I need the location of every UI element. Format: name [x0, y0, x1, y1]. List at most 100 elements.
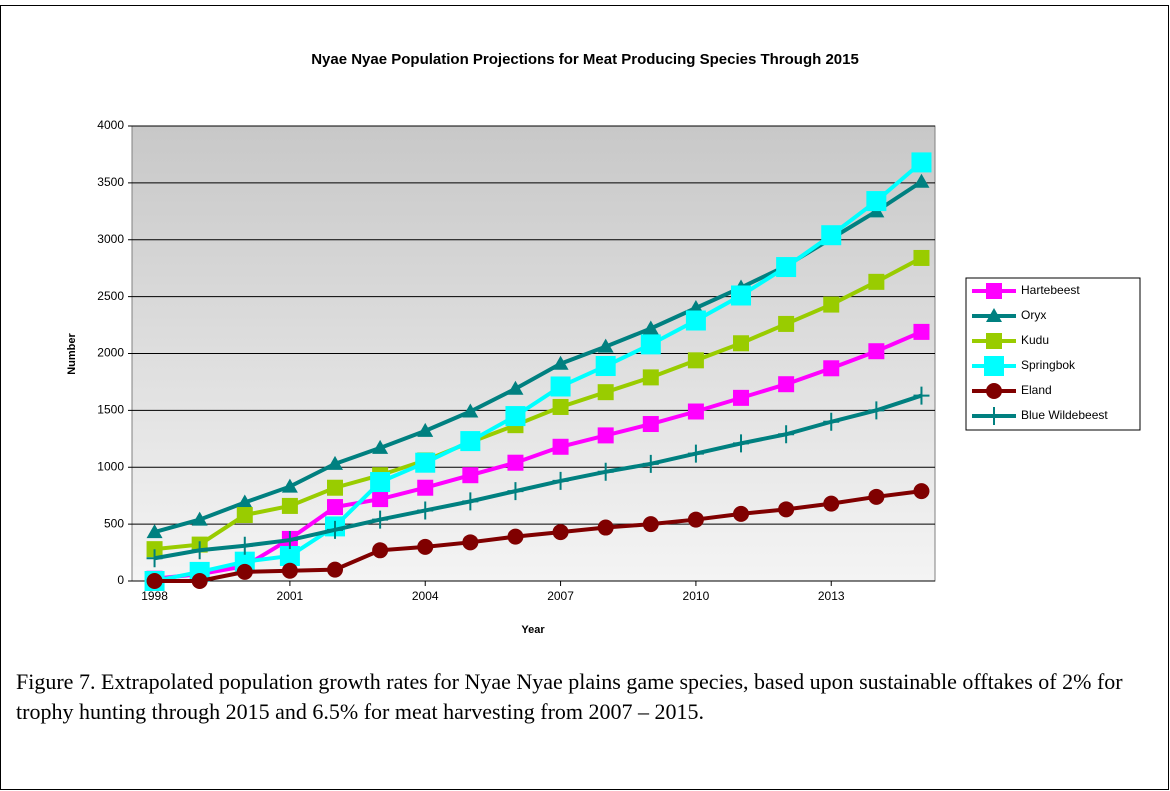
marker [986, 283, 1002, 299]
y-tick-label: 2000 [97, 346, 124, 360]
marker [372, 542, 389, 559]
x-tick-label: 2013 [818, 589, 845, 603]
marker [642, 516, 659, 533]
marker [281, 562, 298, 579]
marker [191, 573, 208, 589]
marker [462, 467, 479, 484]
y-tick-label: 3000 [97, 232, 124, 246]
x-tick-label: 2001 [277, 589, 304, 603]
y-tick-label: 500 [104, 516, 124, 530]
legend-label: Eland [1021, 383, 1052, 397]
marker [146, 549, 163, 568]
y-tick-label: 0 [117, 573, 124, 587]
marker [776, 257, 797, 278]
marker [327, 561, 344, 578]
marker [778, 376, 795, 393]
marker [733, 434, 750, 453]
marker [986, 333, 1002, 349]
marker [372, 439, 389, 454]
marker [415, 452, 436, 473]
marker [597, 338, 614, 353]
marker [597, 462, 614, 481]
x-axis-label: Year [521, 624, 545, 636]
caption: Figure 7. Extrapolated population growth… [16, 669, 1123, 724]
marker [778, 501, 795, 518]
marker [462, 403, 479, 418]
marker [642, 369, 659, 386]
marker [236, 494, 253, 509]
marker [642, 416, 659, 433]
marker [685, 310, 706, 331]
marker [868, 488, 885, 505]
marker [507, 528, 524, 545]
y-tick-label: 1500 [97, 403, 124, 417]
marker [417, 538, 434, 555]
y-axis-label: Number [66, 333, 78, 375]
marker [417, 501, 434, 520]
legend-label: Hartebeest [1021, 283, 1080, 297]
marker [146, 573, 163, 589]
marker [372, 491, 389, 508]
marker [687, 300, 704, 314]
marker [868, 401, 885, 420]
marker [550, 376, 571, 397]
marker [913, 323, 930, 340]
marker [687, 511, 704, 528]
marker [597, 384, 614, 401]
marker [552, 438, 569, 455]
legend [965, 277, 1141, 431]
marker [507, 380, 524, 395]
marker [327, 455, 344, 470]
marker [327, 499, 344, 516]
marker [986, 308, 1002, 322]
marker [986, 407, 1002, 425]
legend-label: Kudu [1021, 333, 1049, 347]
marker [552, 524, 569, 541]
marker [462, 534, 479, 551]
marker [146, 541, 163, 558]
marker [281, 478, 298, 493]
marker [778, 425, 795, 444]
marker [778, 315, 795, 332]
marker [370, 472, 391, 493]
marker [866, 191, 887, 212]
marker [687, 352, 704, 369]
marker [868, 273, 885, 290]
legend-label: Blue Wildebeest [1021, 408, 1108, 422]
marker [597, 519, 614, 536]
y-tick-label: 4000 [97, 118, 124, 132]
chart-title: Nyae Nyae Population Projections for Mea… [311, 51, 859, 68]
x-tick-label: 2004 [412, 589, 439, 603]
marker [552, 471, 569, 490]
marker [372, 510, 389, 529]
x-tick-label: 2007 [547, 589, 574, 603]
marker [823, 296, 840, 313]
marker [687, 403, 704, 420]
marker [640, 334, 661, 355]
marker [868, 343, 885, 360]
marker [146, 524, 163, 539]
y-tick-label: 1000 [97, 459, 124, 473]
marker [597, 427, 614, 444]
marker [417, 479, 434, 496]
marker [460, 431, 481, 452]
marker [687, 444, 704, 463]
marker [642, 320, 659, 335]
marker [462, 492, 479, 511]
marker [821, 225, 842, 246]
marker [595, 356, 616, 377]
marker [281, 497, 298, 514]
marker [552, 355, 569, 370]
marker [733, 505, 750, 522]
marker [507, 454, 524, 471]
marker [327, 520, 344, 539]
marker [505, 406, 526, 427]
marker [823, 495, 840, 512]
marker [191, 541, 208, 560]
marker [236, 536, 253, 555]
marker [733, 335, 750, 352]
marker [823, 360, 840, 377]
marker [733, 389, 750, 406]
legend-label: Springbok [1021, 358, 1076, 372]
